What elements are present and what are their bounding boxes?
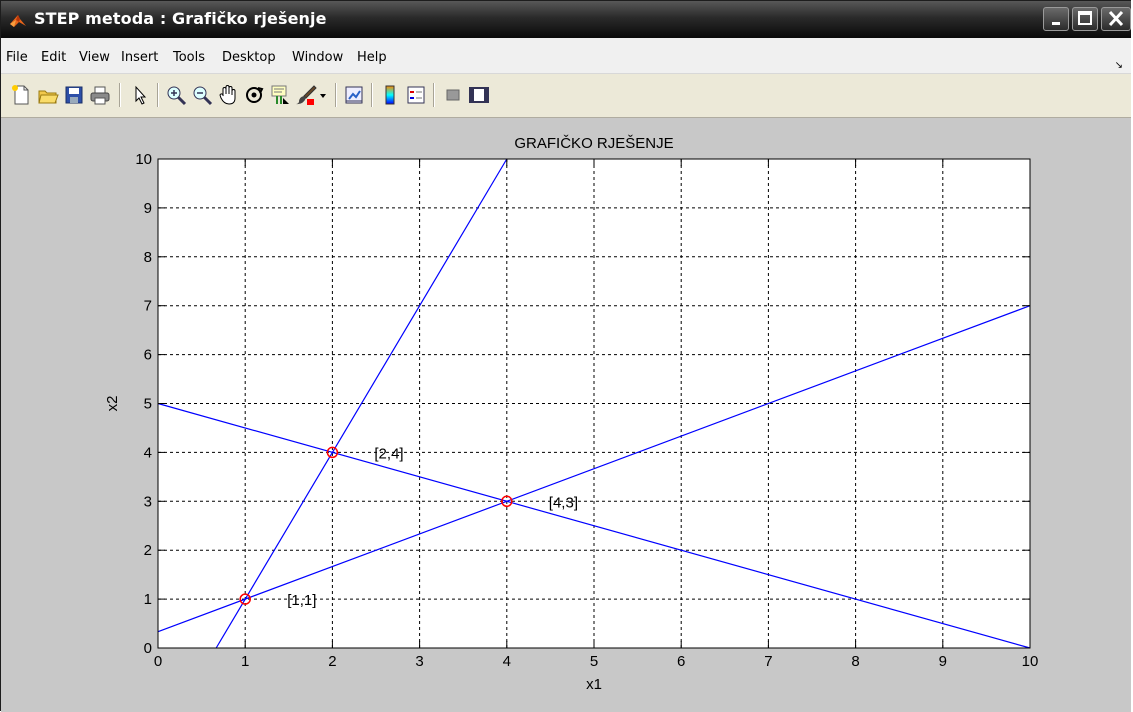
y-tick-label: 4 <box>144 444 152 461</box>
open-file-icon[interactable] <box>37 84 59 106</box>
axis-ticks <box>157 158 1031 649</box>
x-tick-label: 5 <box>590 653 598 670</box>
x-tick-labels: 0 1 2 3 4 5 6 7 8 9 10 <box>154 653 1039 670</box>
y-tick-label: 3 <box>144 493 152 510</box>
y-tick-label: 5 <box>144 396 152 413</box>
menu-help[interactable]: Help <box>357 50 387 65</box>
y-tick-label: 6 <box>144 347 152 364</box>
close-button[interactable] <box>1101 7 1131 31</box>
zoom-in-icon[interactable] <box>165 84 187 106</box>
x-tick-label: 4 <box>503 653 511 670</box>
menu-window[interactable]: Window <box>292 50 344 65</box>
annotation-label: [4,3] <box>549 494 578 511</box>
x-tick-label: 2 <box>328 653 336 670</box>
title-bar[interactable]: STEP metoda : Grafičko rješenje <box>1 1 1131 38</box>
dock-arrow-icon[interactable]: ↘ <box>1114 60 1123 71</box>
y-tick-label: 1 <box>144 591 152 608</box>
window-title: STEP metoda : Grafičko rješenje <box>34 9 327 28</box>
x-tick-label: 6 <box>677 653 685 670</box>
data-point-marker <box>239 593 251 605</box>
hide-plot-tools-icon[interactable] <box>442 84 464 106</box>
toolbar-separator <box>119 83 121 107</box>
pan-hand-icon[interactable] <box>217 84 239 106</box>
close-icon <box>1108 10 1124 27</box>
figure-toolbar <box>1 74 1131 118</box>
annotation-label: [2,4] <box>374 445 403 462</box>
y-tick-label: 0 <box>144 640 152 657</box>
maximize-button[interactable] <box>1072 7 1098 31</box>
x-tick-label: 1 <box>241 653 249 670</box>
show-plot-tools-icon[interactable] <box>468 84 490 106</box>
x-tick-label: 7 <box>764 653 772 670</box>
chart-title: GRAFIČKO RJEŠENJE <box>514 135 673 152</box>
rotate-3d-icon[interactable] <box>243 84 265 106</box>
grid-lines <box>158 159 1030 648</box>
minimize-icon <box>1052 22 1060 25</box>
matlab-logo-icon <box>10 15 26 27</box>
x-tick-label: 3 <box>415 653 423 670</box>
toolbar-separator <box>157 83 159 107</box>
menu-desktop[interactable]: Desktop <box>222 50 276 65</box>
toolbar-separator <box>371 83 373 107</box>
x-tick-label: 8 <box>851 653 859 670</box>
toolbar-separator <box>433 83 435 107</box>
y-tick-label: 8 <box>144 249 152 266</box>
series-lines <box>157 158 1031 649</box>
series-line <box>157 402 1031 649</box>
x-tick-label: 0 <box>154 653 162 670</box>
y-tick-label: 2 <box>144 542 152 559</box>
print-icon[interactable] <box>89 84 111 106</box>
zoom-out-icon[interactable] <box>191 84 213 106</box>
x-tick-label: 10 <box>1022 653 1039 670</box>
series-line <box>157 305 1031 633</box>
legend-icon[interactable] <box>405 84 427 106</box>
plot-area[interactable]: [1,1] [2,4] [4,3] 0 1 2 3 4 5 6 7 8 9 10… <box>0 117 1131 711</box>
data-cursor-icon[interactable] <box>269 84 291 106</box>
y-tick-label: 9 <box>144 200 152 217</box>
brush-icon[interactable] <box>295 84 317 106</box>
menu-insert[interactable]: Insert <box>121 50 159 65</box>
y-tick-label: 7 <box>144 298 152 315</box>
series-line <box>215 158 508 649</box>
y-tick-labels: 0 1 2 3 4 5 6 7 8 9 10 <box>135 151 152 657</box>
data-point-marker <box>326 446 339 459</box>
y-axis-label: x2 <box>104 396 121 412</box>
data-point-marker <box>501 495 513 508</box>
minimize-button[interactable] <box>1043 7 1069 31</box>
maximize-icon <box>1078 11 1092 25</box>
menu-view[interactable]: View <box>79 50 110 65</box>
new-figure-icon[interactable] <box>10 84 32 106</box>
annotation-label: [1,1] <box>287 592 316 609</box>
data-markers <box>239 446 513 605</box>
brush-dropdown-icon[interactable] <box>318 84 328 106</box>
x-tick-label: 9 <box>939 653 947 670</box>
annotations: [1,1] [2,4] [4,3] <box>287 445 578 609</box>
edit-plot-arrow-icon[interactable] <box>129 84 151 106</box>
colorbar-icon[interactable] <box>379 84 401 106</box>
menu-bar: File Edit View Insert Tools Desktop Wind… <box>1 38 1131 74</box>
link-plot-icon[interactable] <box>343 84 365 106</box>
x-axis-label: x1 <box>586 676 602 693</box>
toolbar-separator <box>335 83 337 107</box>
y-tick-label: 10 <box>135 151 152 168</box>
menu-file[interactable]: File <box>6 50 28 65</box>
menu-edit[interactable]: Edit <box>41 50 67 65</box>
save-icon[interactable] <box>63 84 85 106</box>
menu-tools[interactable]: Tools <box>173 50 206 65</box>
